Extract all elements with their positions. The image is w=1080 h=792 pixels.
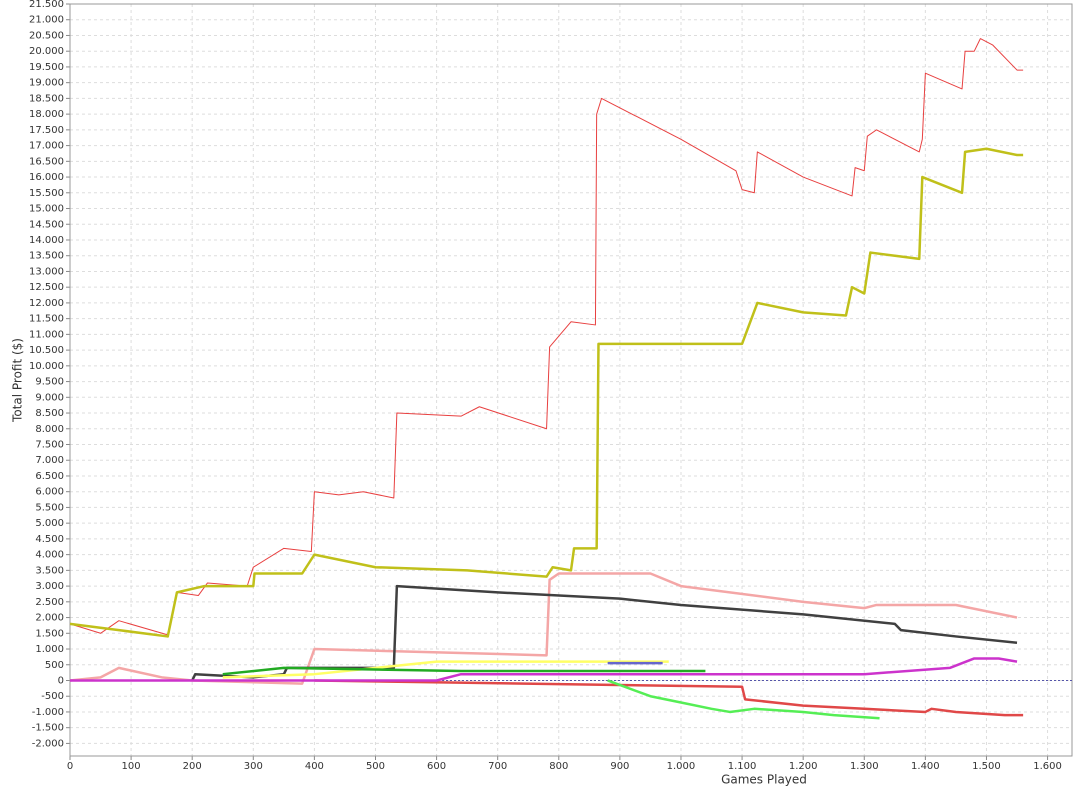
- y-tick-label: 8.000: [35, 424, 64, 435]
- series-line: [69, 38, 1024, 636]
- series-line: [222, 666, 706, 676]
- y-tick-label: 15.500: [29, 188, 64, 199]
- y-tick-label: 12.000: [29, 298, 64, 309]
- y-tick-label: 11.000: [29, 329, 64, 340]
- y-tick-label: 1.000: [35, 644, 64, 655]
- y-tick-label: 7.500: [35, 440, 64, 451]
- y-tick-label: 13.500: [29, 251, 64, 262]
- x-tick-label: 1.200: [789, 761, 818, 772]
- y-tick-label: 10.500: [29, 345, 64, 356]
- y-tick-label: 4.000: [35, 550, 64, 561]
- x-tick-label: 900: [610, 761, 629, 772]
- plot-border: [69, 3, 1073, 757]
- x-tick-label: 1.400: [911, 761, 940, 772]
- y-tick-label: -500: [41, 691, 64, 702]
- y-tick-label: 6.500: [35, 471, 64, 482]
- x-axis-label: Games Played: [721, 773, 807, 787]
- x-tick-label: 500: [366, 761, 385, 772]
- y-tick-label: 7.000: [35, 455, 64, 466]
- y-tick-label: 21.000: [29, 15, 64, 26]
- x-tick-label: 100: [122, 761, 141, 772]
- x-tick-label: 1.500: [972, 761, 1001, 772]
- y-tick-label: 19.500: [29, 62, 64, 73]
- y-tick-label: 16.000: [29, 172, 64, 183]
- series-line: [69, 147, 1024, 638]
- x-tick-label: 800: [549, 761, 568, 772]
- y-tick-label: 19.000: [29, 78, 64, 89]
- y-tick-label: 2.500: [35, 597, 64, 608]
- series-line: [70, 657, 1018, 682]
- y-tick-label: -2.000: [32, 738, 64, 749]
- x-tick-label: 1.600: [1033, 761, 1062, 772]
- y-tick-label: 1.500: [35, 628, 64, 639]
- y-tick-label: -1.500: [32, 723, 64, 734]
- series-line: [314, 679, 1024, 717]
- y-tick-label: 11.500: [29, 314, 64, 325]
- series-line: [69, 572, 1018, 685]
- x-tick-label: 1.000: [667, 761, 696, 772]
- x-tick-label: 200: [183, 761, 202, 772]
- y-tick-label: 500: [45, 660, 64, 671]
- y-tick-label: 2.000: [35, 613, 64, 624]
- y-tick-label: 18.000: [29, 109, 64, 120]
- y-tick-label: 15.000: [29, 204, 64, 215]
- x-tick-label: 400: [305, 761, 324, 772]
- x-tick-label: 1.300: [850, 761, 879, 772]
- y-tick-label: 21.500: [29, 0, 64, 10]
- y-tick-label: 3.500: [35, 565, 64, 576]
- y-tick-label: 18.500: [29, 93, 64, 104]
- y-tick-label: 20.000: [29, 46, 64, 57]
- y-tick-label: 3.000: [35, 581, 64, 592]
- y-tick-label: 5.000: [35, 518, 64, 529]
- y-tick-label: 10.000: [29, 361, 64, 372]
- y-tick-label: 12.500: [29, 282, 64, 293]
- x-tick-label: 600: [427, 761, 446, 772]
- x-tick-label: 1.100: [728, 761, 757, 772]
- y-tick-label: 14.500: [29, 219, 64, 230]
- y-tick-label: 14.000: [29, 235, 64, 246]
- series-line: [607, 679, 880, 720]
- y-axis-label: Total Profit ($): [11, 338, 25, 423]
- x-tick-label: 0: [67, 761, 73, 772]
- y-tick-label: 9.000: [35, 392, 64, 403]
- y-tick-label: -1.000: [32, 707, 64, 718]
- y-tick-label: 9.500: [35, 377, 64, 388]
- y-tick-label: 6.000: [35, 487, 64, 498]
- y-tick-label: 0: [58, 675, 64, 686]
- y-tick-label: 8.500: [35, 408, 64, 419]
- series-line: [222, 660, 669, 679]
- y-tick-label: 20.500: [29, 30, 64, 41]
- y-tick-label: 17.500: [29, 125, 64, 136]
- y-tick-label: 5.500: [35, 502, 64, 513]
- y-tick-label: 16.500: [29, 156, 64, 167]
- y-tick-label: 17.000: [29, 141, 64, 152]
- x-tick-label: 300: [244, 761, 263, 772]
- y-tick-label: 4.500: [35, 534, 64, 545]
- y-tick-label: 13.000: [29, 266, 64, 277]
- x-tick-label: 700: [488, 761, 507, 772]
